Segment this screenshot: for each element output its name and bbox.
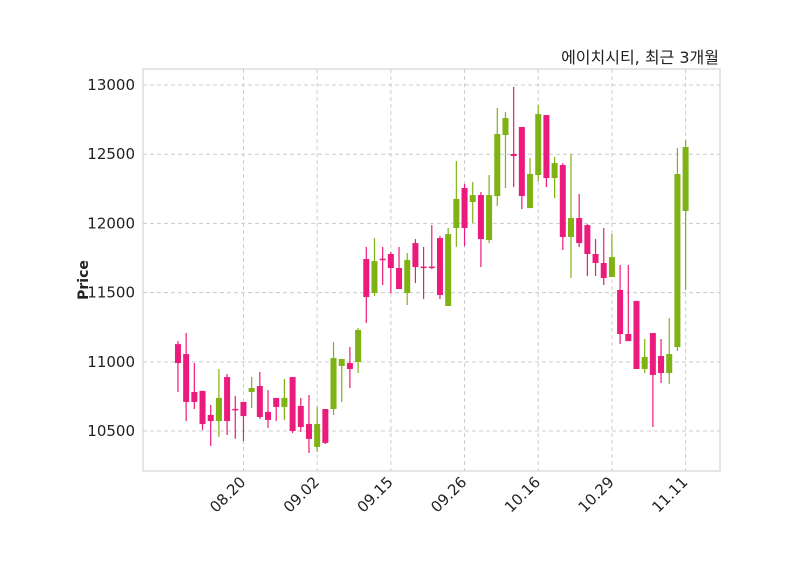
candle-up (330, 358, 337, 410)
candle-up (502, 117, 509, 136)
candle-down (461, 188, 468, 229)
candle-down (256, 386, 263, 418)
candle-up (551, 163, 558, 179)
candle-down (633, 300, 640, 370)
x-tick-label: 08.20 (206, 473, 249, 516)
y-tick-label: 11000 (87, 353, 135, 371)
candle-down (224, 377, 231, 422)
candle-down (576, 218, 583, 244)
chart-title: 에이치시티, 최근 3개월 (561, 48, 719, 67)
candle-down (273, 397, 280, 407)
candle-up (469, 195, 476, 202)
x-tick-label: 11.11 (648, 473, 691, 516)
y-tick-label: 12500 (87, 145, 135, 163)
y-tick-label: 12000 (87, 214, 135, 232)
x-tick-label: 09.15 (354, 473, 397, 516)
candle-up (567, 218, 574, 237)
candle-down (174, 344, 181, 364)
candle-down (387, 254, 394, 268)
candle-up (486, 195, 493, 241)
candle-down (207, 414, 214, 422)
candle-down (420, 266, 427, 269)
candle-up (281, 397, 288, 407)
candle-up (371, 261, 378, 294)
candle-down (649, 333, 656, 375)
candle-down (183, 354, 190, 402)
candle-down (289, 377, 296, 432)
candle-down (379, 258, 386, 261)
candle-down (305, 423, 312, 439)
candle-down (240, 401, 247, 417)
candle-up (641, 356, 648, 370)
candle-down (510, 153, 517, 157)
x-tick-label: 09.02 (280, 473, 323, 516)
candle-down (658, 356, 665, 374)
candle-down (625, 334, 632, 342)
candle-down (412, 243, 419, 268)
candle-down (191, 391, 198, 402)
candle-down (428, 266, 435, 269)
candle-up (608, 257, 615, 277)
candle-down (617, 289, 624, 335)
plot-frame (142, 68, 721, 472)
candle-up (215, 397, 222, 422)
y-tick-label: 10500 (87, 422, 135, 440)
candle-down (396, 267, 403, 290)
x-tick-label: 10.16 (501, 473, 544, 516)
y-tick-label: 13000 (87, 76, 135, 94)
candle-down (346, 363, 353, 370)
candle-up (355, 329, 362, 362)
candle-down (477, 195, 484, 240)
candle-down (600, 263, 607, 278)
candle-down (363, 258, 370, 298)
candle-up (248, 387, 255, 392)
candle-up (338, 359, 345, 366)
candle-up (453, 198, 460, 229)
x-tick-label: 09.26 (427, 473, 470, 516)
candle-down (584, 225, 591, 255)
candle-down (543, 115, 550, 179)
candle-down (265, 411, 272, 420)
candle-up (404, 259, 411, 294)
candle-down (232, 408, 239, 411)
x-tick-label: 10.29 (575, 473, 618, 516)
candle-down (322, 409, 329, 443)
candle-up (494, 134, 501, 197)
candle-up (527, 174, 534, 209)
candle-down (592, 254, 599, 264)
candle-down (199, 390, 206, 425)
candle-up (674, 174, 681, 348)
candle-up (445, 234, 452, 307)
candle-down (518, 126, 525, 197)
candle-down (436, 238, 443, 295)
candle-up (666, 354, 673, 374)
candle-up (314, 423, 321, 447)
candle-down (297, 405, 304, 427)
y-tick-label: 11500 (87, 284, 135, 302)
candle-up (682, 147, 689, 211)
candle-up (535, 114, 542, 176)
candle-down (559, 165, 566, 237)
